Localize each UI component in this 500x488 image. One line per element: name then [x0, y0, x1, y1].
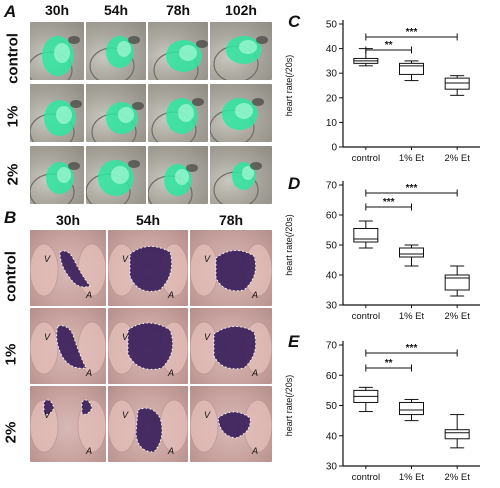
y-tick-label: 40	[326, 271, 338, 282]
panel-b-col-30h: 30h	[55, 212, 81, 228]
ventricle-label: V	[204, 410, 211, 420]
panel-a-col-30h: 30h	[44, 2, 70, 18]
panel-a-image-tile	[210, 22, 272, 80]
y-tick-label: 50	[326, 20, 338, 31]
ventricle-label: V	[122, 254, 129, 264]
panel-a-image-tile	[86, 146, 146, 204]
panel-b-row-2pct: 2%	[2, 421, 20, 444]
panel-c-letter: C	[288, 12, 301, 31]
panel-a-col-54h: 54h	[103, 2, 129, 18]
y-tick-label: 60	[326, 211, 338, 222]
atrium-label: A	[86, 368, 93, 378]
box-iqr	[353, 228, 379, 243]
y-tick-label: 50	[326, 401, 338, 412]
significance-label: ***	[406, 27, 418, 38]
x-tick-label: 1% Et	[399, 153, 425, 164]
panel-a-image-tile	[30, 22, 84, 80]
x-tick-label: 2% Et	[444, 311, 470, 322]
box-iqr	[399, 401, 424, 416]
panel-a-image-tile	[30, 146, 84, 204]
y-tick-label: 70	[326, 181, 338, 192]
y-tick-label: 50	[326, 241, 338, 252]
x-tick-label: control	[352, 153, 381, 164]
panel-e-boxplot: heart rate(/20s) 30 40 50 60 70 control 1% Et 2%…	[284, 341, 480, 483]
y-tick-label: 40	[326, 431, 338, 442]
y-tick-label: 10	[326, 118, 338, 129]
significance-label: ***	[406, 343, 418, 354]
panel-e-letter: E	[288, 332, 300, 351]
panel-b-row-control: control	[2, 251, 20, 302]
x-tick-label: control	[352, 472, 381, 483]
ventricle-label: V	[44, 332, 51, 342]
y-tick-label: 20	[326, 93, 338, 104]
ventricle-label: V	[204, 254, 211, 264]
panel-a-letter: A	[4, 2, 17, 21]
atrium-label: A	[86, 290, 93, 300]
atrium-label: A	[168, 368, 175, 378]
panel-a-image-tile	[210, 146, 272, 204]
atrium-label: A	[168, 446, 175, 456]
panel-b-letter: B	[4, 208, 17, 227]
box-iqr	[444, 429, 470, 440]
panel-a-image-tile	[86, 84, 146, 142]
panel-a-image-tile	[30, 84, 84, 142]
panel-a-image-tile	[86, 22, 146, 80]
y-tick-label: 30	[326, 301, 338, 312]
significance-label: ***	[406, 183, 418, 194]
x-tick-label: 2% Et	[444, 153, 470, 164]
y-tick-label: 0	[331, 143, 337, 154]
panel-a-image-tile	[148, 22, 208, 80]
panel-a-image-tile	[148, 146, 208, 204]
x-tick-label: control	[352, 311, 381, 322]
y-tick-label: 40	[326, 44, 338, 55]
ventricle-label: V	[44, 254, 51, 264]
significance-label: **	[385, 40, 393, 51]
x-tick-label: 1% Et	[399, 311, 425, 322]
panel-a-col-78h: 78h	[165, 2, 191, 18]
y-tick-label: 30	[326, 462, 338, 473]
panel-d-boxplot: heart rate(/20s) 30 40 50 60 70 control 1% Et 2%…	[284, 181, 480, 322]
box-iqr	[399, 62, 424, 75]
atrium-label: A	[252, 368, 259, 378]
x-tick-label: 2% Et	[444, 472, 470, 483]
panel-a-image-tile	[210, 84, 272, 142]
ventricle-label: V	[122, 332, 129, 342]
ventricle-label: V	[204, 332, 211, 342]
atrium-label: A	[252, 446, 259, 456]
y-tick-label: 60	[326, 371, 338, 382]
box-iqr	[399, 247, 424, 258]
panel-c-boxplot: heart rate(/20s) 0 10 20 30 40 50 control 1% Et 2…	[284, 20, 480, 164]
x-tick-label: 1% Et	[399, 472, 425, 483]
panel-b-row-1pct: 1%	[2, 343, 20, 366]
ventricle-label: V	[122, 410, 129, 420]
panel-b-col-54h: 54h	[135, 212, 161, 228]
box-iqr	[444, 77, 470, 90]
y-tick-label: 30	[326, 69, 338, 80]
panel-a-image-tile	[148, 84, 208, 142]
box-iqr	[444, 274, 470, 291]
panel-a-row-2pct: 2%	[4, 163, 22, 186]
atrium-label: A	[86, 446, 93, 456]
ventricle-label: V	[44, 410, 51, 420]
atrium-label: A	[252, 290, 259, 300]
significance-label: ***	[383, 197, 395, 208]
significance-label: **	[385, 358, 393, 369]
panel-b-col-78h: 78h	[218, 212, 244, 228]
panel-a-col-102h: 102h	[225, 2, 257, 18]
atrium-label: A	[168, 290, 175, 300]
y-axis-label: heart rate(/20s)	[284, 375, 294, 437]
y-axis-label: heart rate(/20s)	[284, 214, 294, 276]
panel-d-letter: D	[288, 174, 301, 193]
y-axis-label: heart rate(/20s)	[284, 55, 294, 117]
y-tick-label: 70	[326, 341, 338, 352]
